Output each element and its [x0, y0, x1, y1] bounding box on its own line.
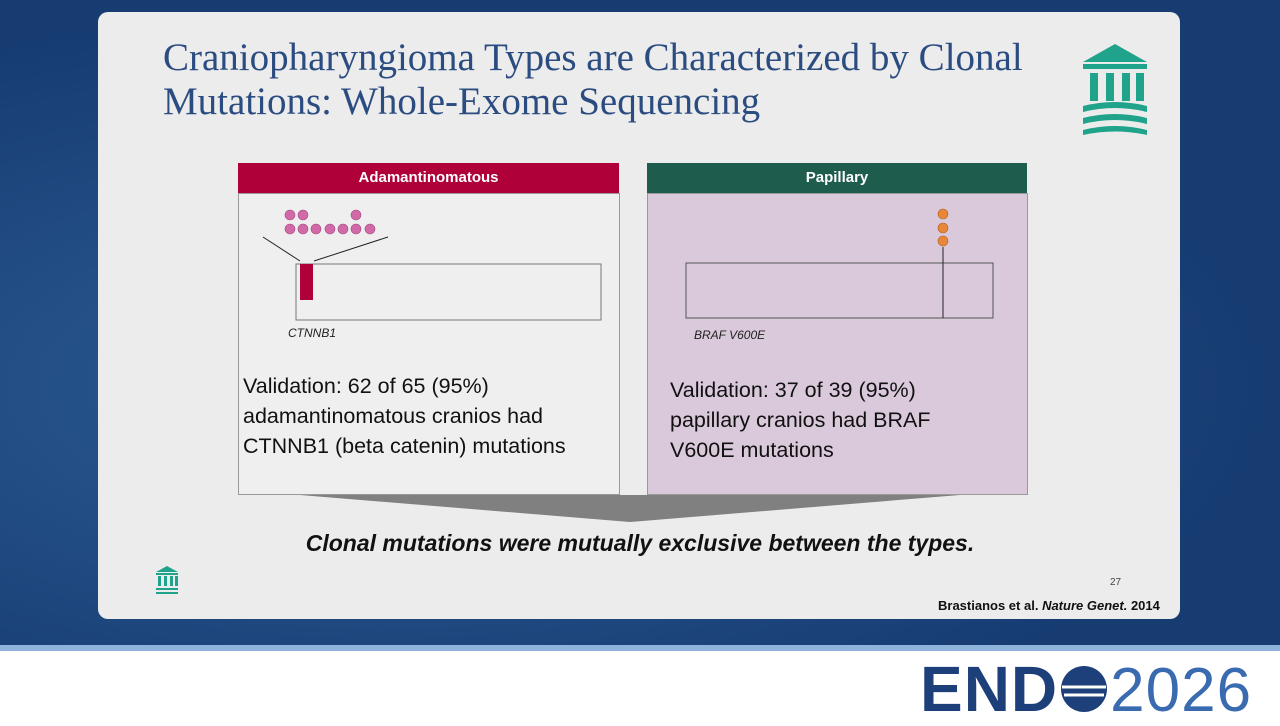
gene-label: CTNNB1 [288, 326, 337, 340]
small-logo [156, 566, 178, 594]
page-number: 27 [1110, 577, 1122, 588]
citation-authors: Brastianos et al. [938, 598, 1039, 613]
brand: END [920, 653, 1059, 725]
panel [647, 193, 1028, 495]
diagram [262, 208, 994, 522]
globe [1061, 666, 1108, 712]
slide-title: Craniopharyngioma Types are Characterize… [163, 36, 1023, 123]
citation-year: 2014 [1130, 598, 1160, 613]
panel [238, 193, 620, 495]
conclusion: Clonal mutations were mutually exclusive… [305, 530, 975, 556]
panel-header: Adamantinomatous [238, 163, 619, 193]
validation-text: Validation: 37 of 39 (95%) papillary cra… [670, 378, 931, 462]
gene-label: BRAF V600E [694, 328, 766, 342]
citation: Brastianos et al. Nature Genet. 2014 [938, 598, 1160, 613]
footer-stripe [0, 645, 1280, 651]
citation-journal: Nature Genet. [1042, 598, 1128, 613]
footer-logo: END 2026 [920, 652, 1252, 726]
validation-text: Validation: 62 of 65 (95%) adamantinomat… [243, 374, 566, 458]
logo [1083, 44, 1147, 135]
panel-header: Papillary [647, 163, 1027, 193]
year: 2026 [1110, 656, 1253, 725]
